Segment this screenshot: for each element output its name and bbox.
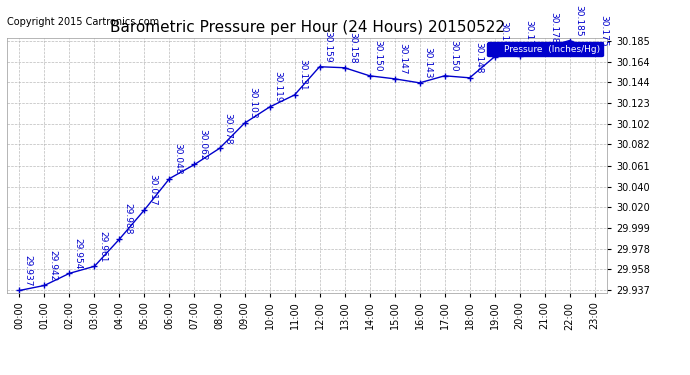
Text: 30.169: 30.169 <box>499 21 508 53</box>
Text: 30.159: 30.159 <box>324 31 333 63</box>
Text: 29.961: 29.961 <box>99 231 108 262</box>
Text: 30.062: 30.062 <box>199 129 208 160</box>
Text: 30.158: 30.158 <box>348 32 357 64</box>
Text: 30.150: 30.150 <box>448 40 457 72</box>
Text: 30.175: 30.175 <box>599 15 608 46</box>
Text: 30.143: 30.143 <box>424 47 433 79</box>
Text: 30.119: 30.119 <box>274 71 283 103</box>
Text: 29.937: 29.937 <box>23 255 32 286</box>
Text: 30.147: 30.147 <box>399 43 408 75</box>
Text: 29.942: 29.942 <box>48 250 57 281</box>
Text: 30.048: 30.048 <box>174 143 183 174</box>
Text: 30.078: 30.078 <box>224 112 233 144</box>
Text: 30.170: 30.170 <box>524 20 533 51</box>
Legend: Pressure  (Inches/Hg): Pressure (Inches/Hg) <box>486 42 602 56</box>
Text: 30.131: 30.131 <box>299 59 308 91</box>
Title: Barometric Pressure per Hour (24 Hours) 20150522: Barometric Pressure per Hour (24 Hours) … <box>110 20 504 35</box>
Text: 30.148: 30.148 <box>474 42 483 74</box>
Text: 29.954: 29.954 <box>74 238 83 269</box>
Text: Copyright 2015 Cartronics.com: Copyright 2015 Cartronics.com <box>7 17 159 27</box>
Text: 30.103: 30.103 <box>248 87 257 119</box>
Text: 29.988: 29.988 <box>124 203 132 235</box>
Text: 30.185: 30.185 <box>574 5 583 36</box>
Text: 30.017: 30.017 <box>148 174 157 206</box>
Text: 30.178: 30.178 <box>549 12 558 44</box>
Text: 30.150: 30.150 <box>374 40 383 72</box>
